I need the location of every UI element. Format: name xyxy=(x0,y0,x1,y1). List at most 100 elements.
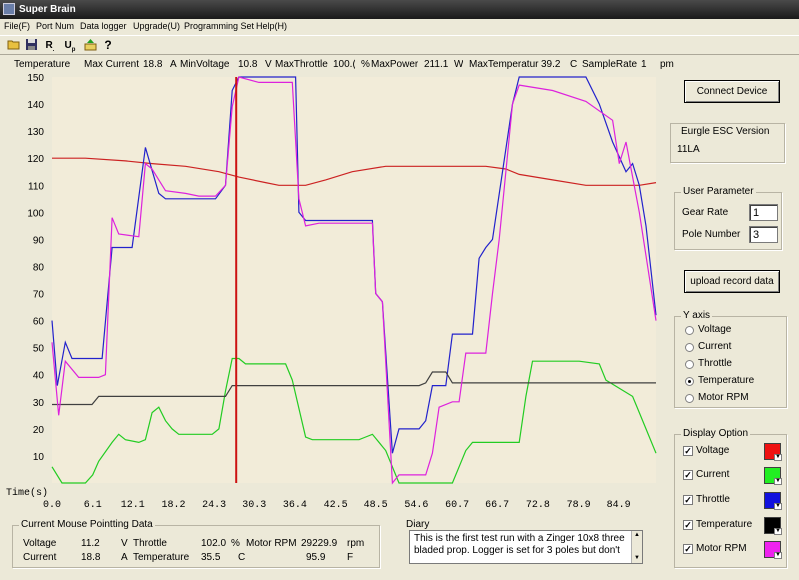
esc-version-group: Eurgle ESC Version 11LA xyxy=(670,123,785,163)
max-throttle-label: MaxThrottle xyxy=(275,59,328,70)
current-color-swatch[interactable]: ▼ xyxy=(764,467,782,485)
display-option-group: Display Option ✓ Voltage ▼ ✓ Current ▼ ✓… xyxy=(674,428,787,568)
radio-motor-rpm-label: Motor RPM xyxy=(698,392,749,403)
x-tick-label: 66.7 xyxy=(485,500,509,511)
help-icon[interactable]: ? xyxy=(104,38,112,52)
check-throttle[interactable]: ✓ xyxy=(683,495,693,505)
radio-voltage[interactable] xyxy=(685,326,694,335)
min-voltage-value: 10.8 xyxy=(238,59,258,70)
left-axis-label: Temperature xyxy=(14,59,71,70)
series-line-voltage xyxy=(52,157,657,186)
motor-rpm-color-swatch[interactable]: ▼ xyxy=(764,541,782,559)
power-unit: W xyxy=(454,59,464,70)
check-voltage[interactable]: ✓ xyxy=(683,446,693,456)
x-tick-label: 54.6 xyxy=(404,500,428,511)
y-tick-label: 30 xyxy=(33,398,45,409)
x-tick-label: 60.7 xyxy=(445,500,469,511)
toolbar: R. Up ? xyxy=(0,35,799,55)
mouse-throttle-value: 102.0 xyxy=(201,538,227,549)
max-temp-label: MaxTemperatur xyxy=(469,59,539,70)
display-voltage-label: Voltage xyxy=(696,445,730,456)
sample-rate-label: SampleRate xyxy=(582,59,638,70)
check-motor-rpm[interactable]: ✓ xyxy=(683,544,693,554)
gear-rate-input[interactable] xyxy=(749,204,778,221)
menu-data-logger[interactable]: Data logger xyxy=(80,21,127,31)
x-tick-label: 36.4 xyxy=(283,500,307,511)
x-tick-label: 84.9 xyxy=(607,500,631,511)
voltage-color-swatch[interactable]: ▼ xyxy=(764,443,782,461)
u-tool-icon[interactable]: Up xyxy=(64,40,76,53)
upload-icon[interactable] xyxy=(82,38,98,53)
upload-record-button[interactable]: upload record data xyxy=(684,270,780,293)
max-temp-value: 39.2 xyxy=(541,59,561,70)
menu-file[interactable]: File(F) xyxy=(4,21,30,31)
display-temperature-label: Temperature xyxy=(696,519,753,530)
title-bar: Super Brain xyxy=(0,0,799,19)
chevron-down-icon: ▼ xyxy=(774,454,782,461)
diary-textarea[interactable]: This is the first test run with a Zinger… xyxy=(409,530,643,564)
x-tick-label: 78.9 xyxy=(567,500,591,511)
r-tool-icon[interactable]: R. xyxy=(45,40,55,53)
y-tick-label: 80 xyxy=(33,262,45,273)
y-tick-label: 130 xyxy=(27,127,44,138)
x-tick-label: 24.3 xyxy=(202,500,226,511)
y-axis-group: Y axis Voltage Current Throttle Temperat… xyxy=(674,310,787,408)
temperature-color-swatch[interactable]: ▼ xyxy=(764,517,782,535)
diary-title: Diary xyxy=(404,519,432,530)
save-disk-icon[interactable] xyxy=(23,38,39,53)
mouse-rpm-value: 29229.9 xyxy=(301,538,338,549)
series-line-temperature xyxy=(52,371,656,406)
connect-device-button[interactable]: Connect Device xyxy=(684,80,780,103)
radio-motor-rpm[interactable] xyxy=(685,394,694,403)
display-current-label: Current xyxy=(696,469,730,480)
menu-programming[interactable]: Programming Set xyxy=(184,21,255,31)
radio-temperature[interactable] xyxy=(685,377,694,386)
mouse-voltage-value: 11.2 xyxy=(81,538,100,549)
menu-port-num[interactable]: Port Num xyxy=(36,21,75,31)
esc-version-label: Eurgle ESC Version xyxy=(681,126,770,137)
pole-number-input[interactable] xyxy=(749,226,778,243)
chevron-down-icon: ▼ xyxy=(774,552,782,559)
mouse-throttle-unit: % xyxy=(231,538,240,549)
max-current-label: Max Current xyxy=(84,59,140,70)
check-current[interactable]: ✓ xyxy=(683,470,693,480)
menu-upgrade[interactable]: Upgrade(U) xyxy=(133,21,181,31)
throttle-color-swatch[interactable]: ▼ xyxy=(764,492,782,510)
diary-group: Diary xyxy=(398,519,652,568)
open-folder-icon[interactable] xyxy=(6,38,22,53)
diary-scrollbar[interactable]: ▲ ▼ xyxy=(631,531,642,563)
mouse-current-label: Current xyxy=(23,552,57,563)
y-tick-label: 70 xyxy=(33,290,45,301)
current-unit: A xyxy=(170,59,177,70)
scroll-down-icon[interactable]: ▼ xyxy=(634,555,640,561)
user-parameter-group: User Parameter Gear Rate Pole Number xyxy=(674,186,782,250)
chevron-down-icon: ▼ xyxy=(774,478,782,485)
y-tick-label: 50 xyxy=(33,344,45,355)
chevron-down-icon: ▼ xyxy=(774,528,782,535)
series-line-current xyxy=(51,357,657,484)
display-motor-rpm-label: Motor RPM xyxy=(696,543,747,554)
display-throttle-label: Throttle xyxy=(696,494,730,505)
throttle-unit: % xyxy=(361,59,370,70)
radio-throttle-label: Throttle xyxy=(698,358,732,369)
menu-help[interactable]: Help(H) xyxy=(256,21,288,31)
max-current-value: 18.8 xyxy=(143,59,163,70)
mouse-temp-f-value: 95.9 xyxy=(306,552,326,563)
check-temperature[interactable]: ✓ xyxy=(683,520,693,530)
max-power-value: 211.1 xyxy=(424,59,449,70)
x-tick-label: 30.3 xyxy=(242,500,266,511)
x-tick-label: 42.5 xyxy=(324,500,348,511)
min-voltage-label: MinVoltage xyxy=(180,59,230,70)
mouse-current-unit: A xyxy=(121,552,128,563)
plot-area[interactable] xyxy=(52,77,656,483)
x-tick-label: 18.2 xyxy=(161,500,185,511)
data-chart[interactable]: 10 20 30 40 50 60 70 80 90 100 110 120 130 140 150 0.0 6… xyxy=(0,56,665,516)
sample-unit: pm xyxy=(660,59,674,70)
window-title: Super Brain xyxy=(19,4,76,15)
x-tick-label: 48.5 xyxy=(364,500,388,511)
radio-throttle[interactable] xyxy=(685,360,694,369)
max-throttle-value: 100.( xyxy=(333,59,355,70)
x-tick-label: 12.1 xyxy=(121,500,145,511)
scroll-up-icon[interactable]: ▲ xyxy=(634,532,640,538)
radio-current[interactable] xyxy=(685,343,694,352)
